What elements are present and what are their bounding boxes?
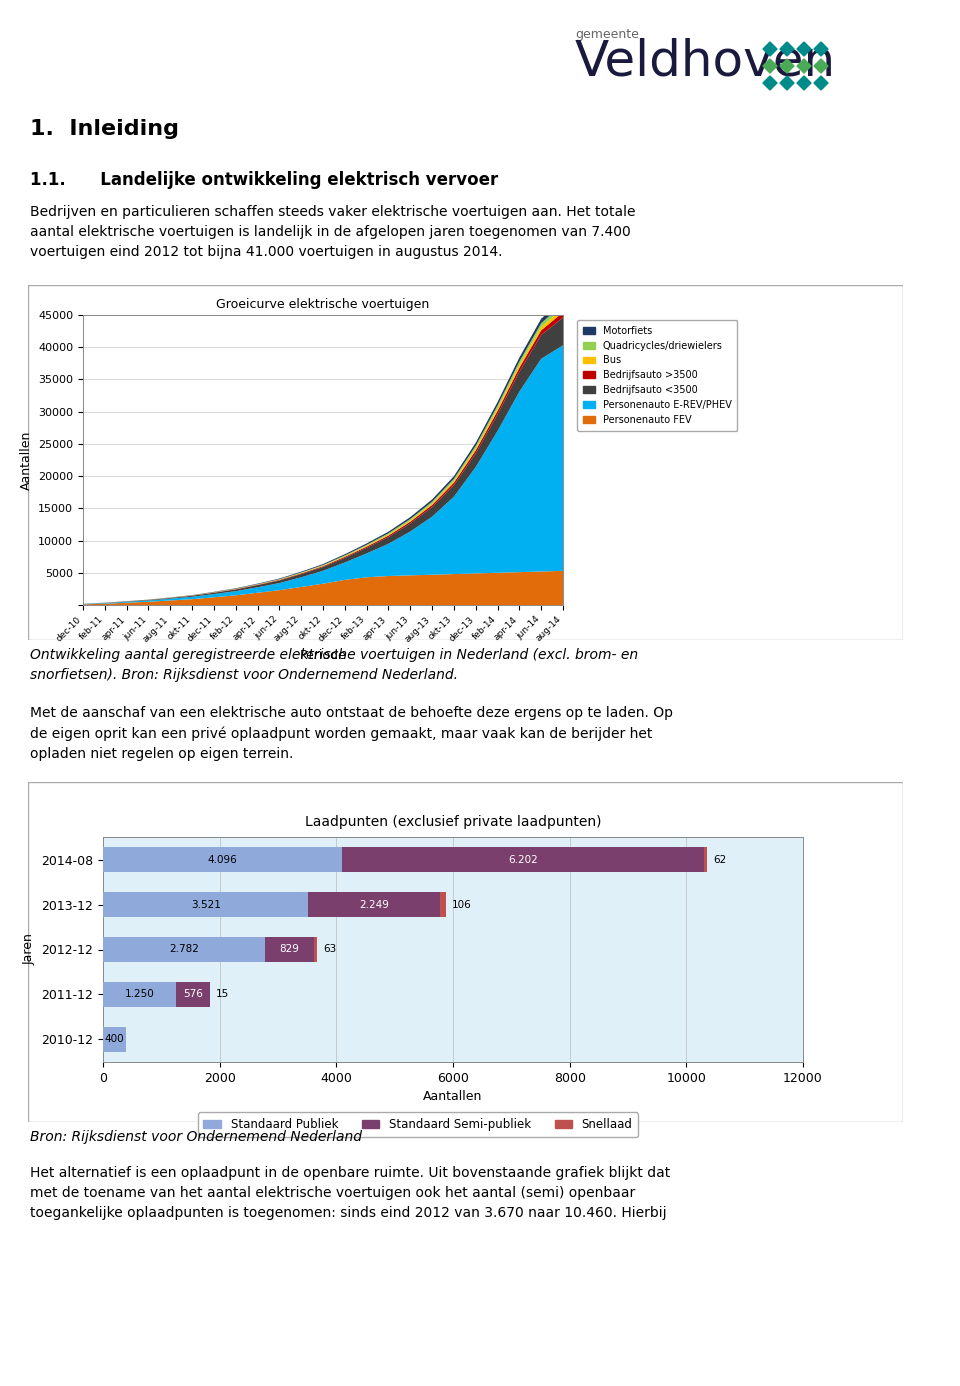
Text: 106: 106 xyxy=(451,900,471,909)
FancyBboxPatch shape xyxy=(28,286,903,640)
Polygon shape xyxy=(763,60,777,73)
Polygon shape xyxy=(763,42,777,55)
Text: 63: 63 xyxy=(324,944,336,955)
Polygon shape xyxy=(797,60,811,73)
X-axis label: Aantallen: Aantallen xyxy=(423,1091,483,1103)
Bar xyxy=(103,1027,127,1052)
Text: Met de aanschaf van een elektrische auto ontstaat de behoefte deze ergens op te : Met de aanschaf van een elektrische auto… xyxy=(30,705,673,761)
Text: 4.096: 4.096 xyxy=(207,855,237,865)
Polygon shape xyxy=(797,76,811,90)
Text: 400: 400 xyxy=(105,1034,125,1045)
Polygon shape xyxy=(780,60,794,73)
Text: 62: 62 xyxy=(713,855,727,865)
Bar xyxy=(308,893,440,918)
Text: Veldhoven: Veldhoven xyxy=(575,37,836,85)
Text: Bedrijven en particulieren schaffen steeds vaker elektrische voertuigen aan. Het: Bedrijven en particulieren schaffen stee… xyxy=(30,205,636,259)
Bar xyxy=(103,893,308,918)
Text: 3.521: 3.521 xyxy=(191,900,221,909)
Bar xyxy=(314,937,318,962)
Y-axis label: Aantallen: Aantallen xyxy=(19,430,33,489)
Text: 576: 576 xyxy=(182,990,203,999)
Text: 1.  Inleiding: 1. Inleiding xyxy=(30,119,179,139)
Text: gemeente: gemeente xyxy=(575,28,638,42)
Bar xyxy=(103,937,265,962)
Bar xyxy=(265,937,314,962)
Polygon shape xyxy=(797,42,811,55)
Polygon shape xyxy=(814,60,828,73)
Polygon shape xyxy=(814,76,828,90)
Text: 1.1.      Landelijke ontwikkeling elektrisch vervoer: 1.1. Landelijke ontwikkeling elektrisch … xyxy=(30,170,498,188)
Text: Het alternatief is een oplaadpunt in de openbare ruimte. Uit bovenstaande grafie: Het alternatief is een oplaadpunt in de … xyxy=(30,1166,670,1220)
Bar xyxy=(342,847,704,872)
Polygon shape xyxy=(763,76,777,90)
Polygon shape xyxy=(780,42,794,55)
Text: 2.249: 2.249 xyxy=(359,900,389,909)
Bar xyxy=(704,847,708,872)
Polygon shape xyxy=(780,76,794,90)
Polygon shape xyxy=(814,42,828,55)
Text: Ontwikkeling aantal geregistreerde elektrische voertuigen in Nederland (excl. br: Ontwikkeling aantal geregistreerde elekt… xyxy=(30,649,638,682)
Text: 15: 15 xyxy=(216,990,229,999)
Bar xyxy=(103,847,342,872)
Text: 2.782: 2.782 xyxy=(169,944,199,955)
Text: 6.202: 6.202 xyxy=(508,855,538,865)
Bar xyxy=(103,983,176,1006)
Bar xyxy=(440,893,445,918)
Legend: Motorfiets, Quadricycles/driewielers, Bus, Bedrijfsauto >3500, Bedrijfsauto <350: Motorfiets, Quadricycles/driewielers, Bu… xyxy=(578,320,737,431)
Title: Laadpunten (exclusief private laadpunten): Laadpunten (exclusief private laadpunten… xyxy=(304,815,601,829)
Text: Bron: Rijksdienst voor Ondernemend Nederland: Bron: Rijksdienst voor Ondernemend Neder… xyxy=(30,1130,362,1143)
Legend: Standaard Publiek, Standaard Semi-publiek, Snellaad: Standaard Publiek, Standaard Semi-publie… xyxy=(198,1113,638,1137)
Text: 1.250: 1.250 xyxy=(125,990,155,999)
Text: 829: 829 xyxy=(279,944,300,955)
Title: Groeicurve elektrische voertuigen: Groeicurve elektrische voertuigen xyxy=(216,298,430,310)
FancyBboxPatch shape xyxy=(28,782,903,1123)
Bar xyxy=(176,983,209,1006)
Y-axis label: Jaren: Jaren xyxy=(23,934,36,966)
X-axis label: Periode: Periode xyxy=(300,649,347,663)
